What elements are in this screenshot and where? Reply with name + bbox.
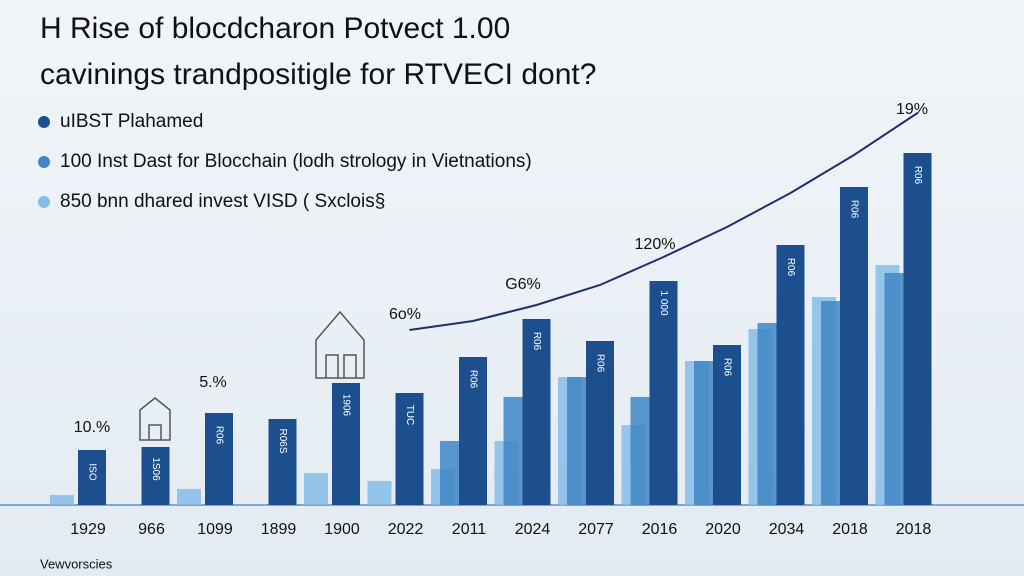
bar <box>649 281 678 505</box>
legend-label: 100 Inst Dast for Blocchain (lodh strolo… <box>60 151 532 172</box>
x-tick-label: 2024 <box>515 521 551 538</box>
x-tick-label: 2018 <box>896 521 932 538</box>
bar-label: R06 <box>785 258 796 277</box>
bar-label: R06 <box>594 354 605 373</box>
chart-title: H Rise of blocdcharon Potvect 1.00 <box>40 12 510 45</box>
bar <box>304 473 328 505</box>
x-tick-label: 1099 <box>197 521 233 538</box>
legend-label: uIBST Plahamed <box>60 111 203 132</box>
annotation: G6% <box>505 276 541 293</box>
bar-label: R06 <box>531 332 542 351</box>
footer: Vewvorscies <box>40 556 113 571</box>
x-tick-label: 2034 <box>769 521 805 538</box>
bar-label: R06 <box>721 358 732 377</box>
bar <box>141 447 170 505</box>
trend-line <box>409 112 919 331</box>
annotation: 10.% <box>74 419 110 436</box>
x-tick-label: 2018 <box>832 521 868 538</box>
bar <box>78 450 106 505</box>
bar <box>177 489 201 505</box>
bar <box>50 495 74 505</box>
x-tick-label: 2022 <box>388 521 424 538</box>
bar <box>332 383 360 505</box>
x-tick-label: 966 <box>138 521 165 538</box>
annotation: 6o% <box>389 306 421 323</box>
bar <box>367 481 392 505</box>
x-tick-label: 2077 <box>578 521 614 538</box>
bar-label: R06S <box>277 428 288 453</box>
bar-label: 1 000 <box>658 290 669 315</box>
legend-marker <box>38 116 50 128</box>
x-tick-label: 2011 <box>452 521 487 538</box>
bar <box>840 187 868 505</box>
bar <box>713 345 741 505</box>
bar-label: R06 <box>467 370 478 389</box>
bar <box>776 245 805 505</box>
bar <box>522 319 551 505</box>
legend-label: 850 bnn dhared invest VISD ( Sxclois§ <box>60 191 385 212</box>
annotation: 19% <box>896 101 928 118</box>
bar <box>459 357 487 505</box>
legend-marker <box>38 196 50 208</box>
annotation: 5.% <box>199 374 227 391</box>
icon-house <box>139 310 365 441</box>
bar <box>586 341 614 505</box>
chart-title: cavinings trandpositigle for RTVECI dont… <box>40 58 596 91</box>
x-tick-label: 2020 <box>705 521 741 538</box>
legend-marker <box>38 156 50 168</box>
x-tick-label: 1900 <box>324 521 360 538</box>
annotation: 120% <box>635 236 676 253</box>
bar-label: ISO <box>86 463 97 480</box>
x-tick-label: 2016 <box>642 521 678 538</box>
bar-label: R06 <box>912 166 923 185</box>
x-tick-label: 1899 <box>261 521 297 538</box>
bar <box>395 393 424 505</box>
bar <box>205 413 233 505</box>
x-tick-label: 1929 <box>70 521 106 538</box>
bar-label: TUC <box>404 405 415 426</box>
bar <box>268 419 297 505</box>
bar-label: R06 <box>848 200 859 219</box>
bar-label: 1906 <box>340 394 351 417</box>
bar-label: R06 <box>213 426 224 445</box>
bar <box>903 153 932 505</box>
bar-label: 1S06 <box>150 457 161 481</box>
